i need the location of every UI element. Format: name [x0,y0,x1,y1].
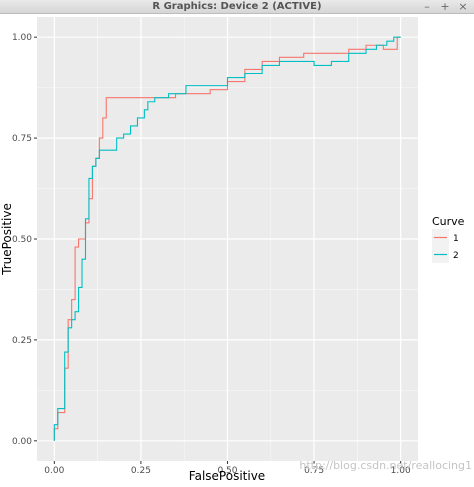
window-controls: – + × [422,0,468,13]
legend: Curve 1 2 [432,215,465,263]
roc-chart: 0.00 0.25 0.50 0.75 1.00 0.00 0.25 0.50 0.75 1.0… [0,17,472,483]
close-icon[interactable]: × [458,0,468,13]
series-line-1 [53,36,401,441]
window-titlebar[interactable]: R Graphics: Device 2 (ACTIVE) – + × [0,0,474,14]
y-axis-label: TruePositive [0,203,14,276]
x-tick-label: 0.50 [217,466,237,476]
watermark-text: http://blog.csdn.net/reallocing1 [299,459,472,472]
y-tick-label: 0.25 [12,336,32,346]
series-layer [53,36,401,441]
legend-label-2: 2 [453,251,459,261]
y-axis: 0.00 0.25 0.50 0.75 1.00 [12,33,37,447]
x-axis: 0.00 0.25 0.50 0.75 1.00 [44,461,411,476]
x-tick-label: 0.75 [304,466,324,476]
y-tick-label: 0.75 [12,134,32,144]
legend-title: Curve [432,215,465,228]
y-tick-label: 0.50 [12,235,32,245]
x-tick-label: 0.00 [44,466,64,476]
series-line-2 [53,36,401,441]
y-tick-label: 0.00 [12,437,32,447]
x-axis-label: FalsePositive [189,469,265,483]
minimize-icon[interactable]: – [424,0,430,13]
legend-label-1: 1 [453,234,459,244]
x-tick-label: 0.25 [131,466,151,476]
y-tick-label: 1.00 [12,33,32,43]
plot-area: 0.00 0.25 0.50 0.75 1.00 0.00 0.25 0.50 0.75 1.0… [0,14,474,483]
maximize-icon[interactable]: + [440,0,450,13]
x-tick-label: 1.00 [391,466,411,476]
window-title: R Graphics: Device 2 (ACTIVE) [152,1,322,12]
